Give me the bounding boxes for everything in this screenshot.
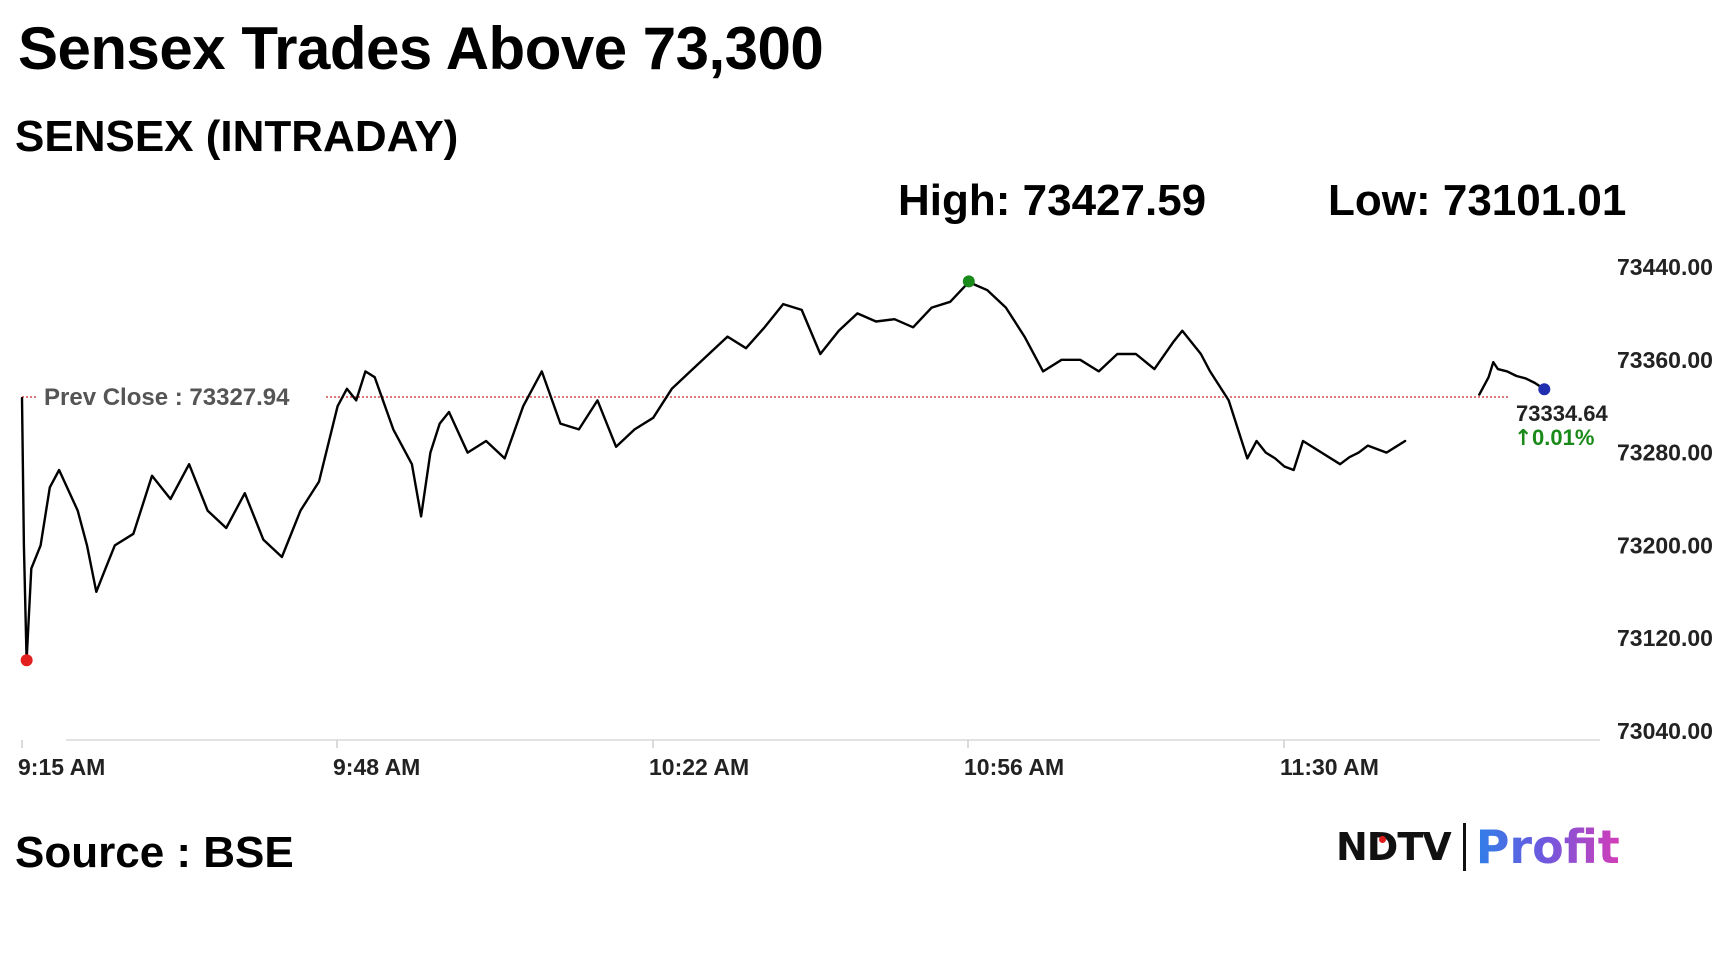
x-tick-label: 11:30 AM — [1280, 754, 1379, 780]
day-high-stat: High: 73427.59 — [898, 176, 1207, 225]
last-price-value: 73334.64 — [1516, 401, 1609, 426]
logo-profit-text: Profit — [1475, 820, 1620, 874]
logo-divider — [1462, 823, 1466, 871]
up-arrow-icon: ↑ — [1514, 426, 1532, 451]
y-tick-label: 73040.00 — [1617, 718, 1713, 744]
logo-red-dot — [1379, 836, 1386, 843]
y-tick-label: 73360.00 — [1617, 347, 1713, 373]
marker-layer — [20, 275, 1551, 667]
y-tick-label: 73200.00 — [1617, 532, 1713, 558]
intraday-line-chart: 9:15 AM 9:48 AM 10:22 AM 10:56 AM 11:30 AM 73… — [18, 254, 1713, 780]
chart-axes: 9:15 AM 9:48 AM 10:22 AM 10:56 AM 11:30 AM 73… — [18, 254, 1713, 780]
last-price-marker — [1538, 383, 1551, 396]
chart-subtitle: SENSEX (INTRADAY) — [15, 112, 459, 161]
prev-close-layer: Prev Close : 73327.94 — [22, 374, 1510, 411]
y-tick-label: 73280.00 — [1617, 440, 1713, 466]
prev-close-label: Prev Close : 73327.94 — [44, 384, 290, 411]
label-layer: 73334.64↑ 0.01% — [1514, 401, 1609, 451]
low-marker — [20, 654, 33, 667]
high-marker — [962, 275, 975, 288]
y-tick-label: 73440.00 — [1617, 254, 1713, 280]
price-line-segment-2 — [1478, 360, 1546, 396]
x-tick-label: 10:56 AM — [964, 754, 1064, 780]
day-low-stat: Low: 73101.01 — [1328, 176, 1627, 225]
last-price-change: 0.01% — [1532, 425, 1594, 450]
price-line-segment-1 — [20, 280, 1407, 662]
source-credit: Source : BSE — [15, 828, 294, 877]
logo-ndtv-text: NDTV — [1336, 825, 1452, 869]
x-tick-label: 10:22 AM — [649, 754, 749, 780]
y-tick-label: 73120.00 — [1617, 625, 1713, 651]
price-series-layer — [20, 280, 1546, 662]
chart-headline: Sensex Trades Above 73,300 — [18, 15, 824, 82]
x-tick-label: 9:15 AM — [18, 754, 105, 780]
x-tick-label: 9:48 AM — [333, 754, 420, 780]
ndtv-profit-logo: NDTV Profit — [1336, 820, 1620, 874]
prev-close-label-bg — [38, 374, 326, 407]
